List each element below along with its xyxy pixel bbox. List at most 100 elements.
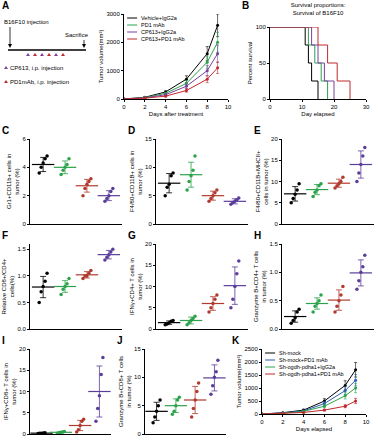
svg-text:5: 5	[148, 193, 152, 199]
svg-text:4: 4	[22, 164, 26, 170]
svg-text:0: 0	[116, 96, 120, 102]
svg-text:15: 15	[134, 346, 141, 352]
svg-text:Sh-mock+PD1 mAb: Sh-mock+PD1 mAb	[279, 357, 327, 363]
svg-text:0: 0	[22, 431, 26, 437]
svg-text:15: 15	[145, 262, 152, 268]
svg-text:Tumor volume(mm³): Tumor volume(mm³)	[236, 354, 242, 408]
svg-text:0.5: 0.5	[269, 298, 278, 304]
svg-text:Days after treatment: Days after treatment	[149, 111, 204, 117]
svg-text:Granzyme B+CD8+ T cellsin tumo: Granzyme B+CD8+ T cellsin tumor (%)	[118, 356, 132, 427]
svg-text:1.0: 1.0	[17, 273, 26, 279]
svg-text:0.0: 0.0	[269, 326, 278, 332]
svg-text:100: 100	[256, 24, 267, 30]
svg-text:4: 4	[302, 419, 306, 425]
html-text:G: G	[128, 230, 136, 241]
svg-text:0: 0	[274, 221, 278, 227]
svg-text:8: 8	[206, 104, 210, 110]
svg-text:0: 0	[254, 411, 258, 417]
svg-text:20: 20	[271, 136, 278, 142]
svg-text:6: 6	[185, 104, 189, 110]
html-text:D: D	[128, 125, 136, 136]
svg-text:1000: 1000	[244, 385, 258, 391]
svg-text:F4/80+CD11B+MHCII+cells in tum: F4/80+CD11B+MHCII+cells in tumor (%)	[255, 150, 269, 212]
svg-text:IFNγ+CD4+ T cells intumor (%): IFNγ+CD4+ T cells intumor (%)	[129, 258, 143, 315]
svg-text:10: 10	[145, 284, 152, 290]
svg-text:Granzyme B+CD4+ T cellsin tumo: Granzyme B+CD4+ T cellsin tumor (%)	[253, 251, 267, 322]
svg-text:0: 0	[268, 104, 272, 110]
svg-text:8: 8	[344, 419, 348, 425]
svg-text:Vehicle+IgG2a: Vehicle+IgG2a	[141, 15, 178, 21]
html-text:E: E	[254, 125, 261, 136]
svg-text:6: 6	[22, 136, 26, 142]
svg-text:B16F10 injection: B16F10 injection	[4, 19, 49, 25]
svg-text:10: 10	[134, 374, 141, 380]
svg-text:Sh-mock: Sh-mock	[279, 350, 301, 356]
svg-text:5: 5	[274, 200, 278, 206]
svg-text:Gr1+CD11b+ cells intumor (%): Gr1+CD11b+ cells intumor (%)	[6, 154, 20, 209]
svg-text:1500: 1500	[244, 372, 258, 378]
svg-text:1.5: 1.5	[269, 241, 278, 247]
svg-text:10: 10	[299, 104, 306, 110]
svg-text:5: 5	[148, 305, 152, 311]
svg-text:0.5: 0.5	[17, 300, 26, 306]
svg-text:10: 10	[145, 164, 152, 170]
svg-text:6: 6	[323, 419, 327, 425]
svg-text:Sh-ogdh-pdha1+PD1 mAb: Sh-ogdh-pdha1+PD1 mAb	[279, 371, 344, 377]
svg-text:2500: 2500	[244, 346, 258, 352]
svg-text:15: 15	[145, 136, 152, 142]
svg-text:Relative CD8+/CD4+cells(%): Relative CD8+/CD4+cells(%)	[1, 258, 15, 315]
svg-text:2000: 2000	[106, 39, 120, 45]
svg-text:1.0: 1.0	[269, 269, 278, 275]
svg-text:15: 15	[19, 367, 26, 373]
svg-text:30: 30	[363, 104, 370, 110]
svg-text:0.0: 0.0	[17, 326, 26, 332]
svg-text:4: 4	[164, 104, 168, 110]
svg-text:20: 20	[331, 104, 338, 110]
svg-text:1.5: 1.5	[17, 246, 26, 252]
svg-text:10: 10	[271, 179, 278, 185]
svg-text:F4/80+CD11B+ cells intumor (%): F4/80+CD11B+ cells intumor (%)	[129, 151, 143, 212]
svg-text:3000: 3000	[106, 11, 120, 17]
svg-text:2: 2	[281, 419, 285, 425]
svg-text:5: 5	[22, 410, 26, 416]
svg-text:0: 0	[260, 419, 264, 425]
svg-text:20: 20	[145, 241, 152, 247]
svg-text:0: 0	[262, 96, 266, 102]
svg-text:0: 0	[148, 221, 152, 227]
svg-text:Sh-ogdh-pdha1+IgG2a: Sh-ogdh-pdha1+IgG2a	[279, 364, 336, 370]
svg-text:15: 15	[271, 157, 278, 163]
svg-text:10: 10	[363, 419, 370, 425]
svg-text:20: 20	[19, 346, 26, 352]
svg-text:Sacrifice: Sacrifice	[65, 32, 89, 38]
svg-text:IFNγ+CD8+ T cells intumor (%): IFNγ+CD8+ T cells intumor (%)	[3, 363, 17, 420]
svg-text:10: 10	[19, 389, 26, 395]
svg-text:2: 2	[22, 193, 26, 199]
svg-text:PD1 mAb: PD1 mAb	[141, 22, 165, 28]
svg-text:2: 2	[143, 104, 147, 110]
svg-text:Day elapsed: Day elapsed	[301, 111, 334, 117]
svg-text:500: 500	[248, 398, 259, 404]
svg-text:Percent survival: Percent survival	[247, 42, 253, 85]
svg-text:10: 10	[225, 104, 232, 110]
html-text:H: H	[254, 230, 262, 241]
html-text:A: A	[2, 0, 10, 11]
svg-text:Tumor volume(mm³): Tumor volume(mm³)	[98, 29, 104, 83]
svg-text:0: 0	[122, 104, 126, 110]
svg-text:CP613+PD1 mAb: CP613+PD1 mAb	[141, 36, 185, 42]
svg-text:2000: 2000	[244, 359, 258, 365]
svg-text:50: 50	[259, 60, 266, 66]
svg-text:0: 0	[22, 221, 26, 227]
html-text:C: C	[2, 125, 10, 136]
svg-text:PD1mAb, i.p. injection: PD1mAb, i.p. injection	[10, 79, 69, 85]
svg-text:0: 0	[137, 431, 141, 437]
html-text:F: F	[2, 230, 9, 241]
html-text:K: K	[232, 335, 240, 346]
svg-text:0: 0	[148, 326, 152, 332]
svg-text:Survival proportions:Survival: Survival proportions:Survival of B16F10	[291, 2, 346, 16]
svg-text:1000: 1000	[106, 68, 120, 74]
svg-text:Days elapsed: Days elapsed	[296, 426, 332, 432]
html-text:B: B	[242, 0, 250, 11]
svg-text:CP613+IgG2a: CP613+IgG2a	[141, 29, 177, 35]
svg-text:CP613, i.p. injection: CP613, i.p. injection	[10, 65, 63, 71]
svg-text:5: 5	[137, 403, 141, 409]
